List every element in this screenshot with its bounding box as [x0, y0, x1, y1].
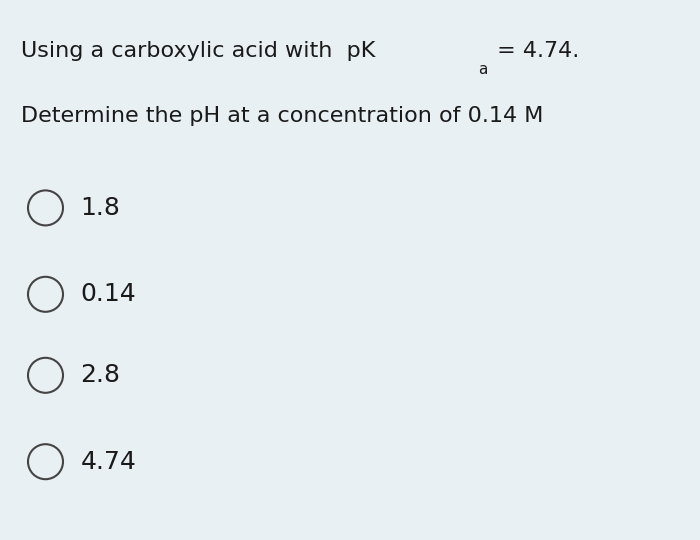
Text: Determine the pH at a concentration of 0.14 M: Determine the pH at a concentration of 0…	[21, 105, 543, 125]
Text: a: a	[478, 62, 488, 77]
Text: = 4.74.: = 4.74.	[491, 40, 580, 60]
Text: 1.8: 1.8	[80, 196, 120, 220]
Text: Using a carboxylic acid with  pK: Using a carboxylic acid with pK	[21, 40, 375, 60]
Text: 2.8: 2.8	[80, 363, 120, 387]
Text: 0.14: 0.14	[80, 282, 136, 306]
Text: 4.74: 4.74	[80, 450, 136, 474]
